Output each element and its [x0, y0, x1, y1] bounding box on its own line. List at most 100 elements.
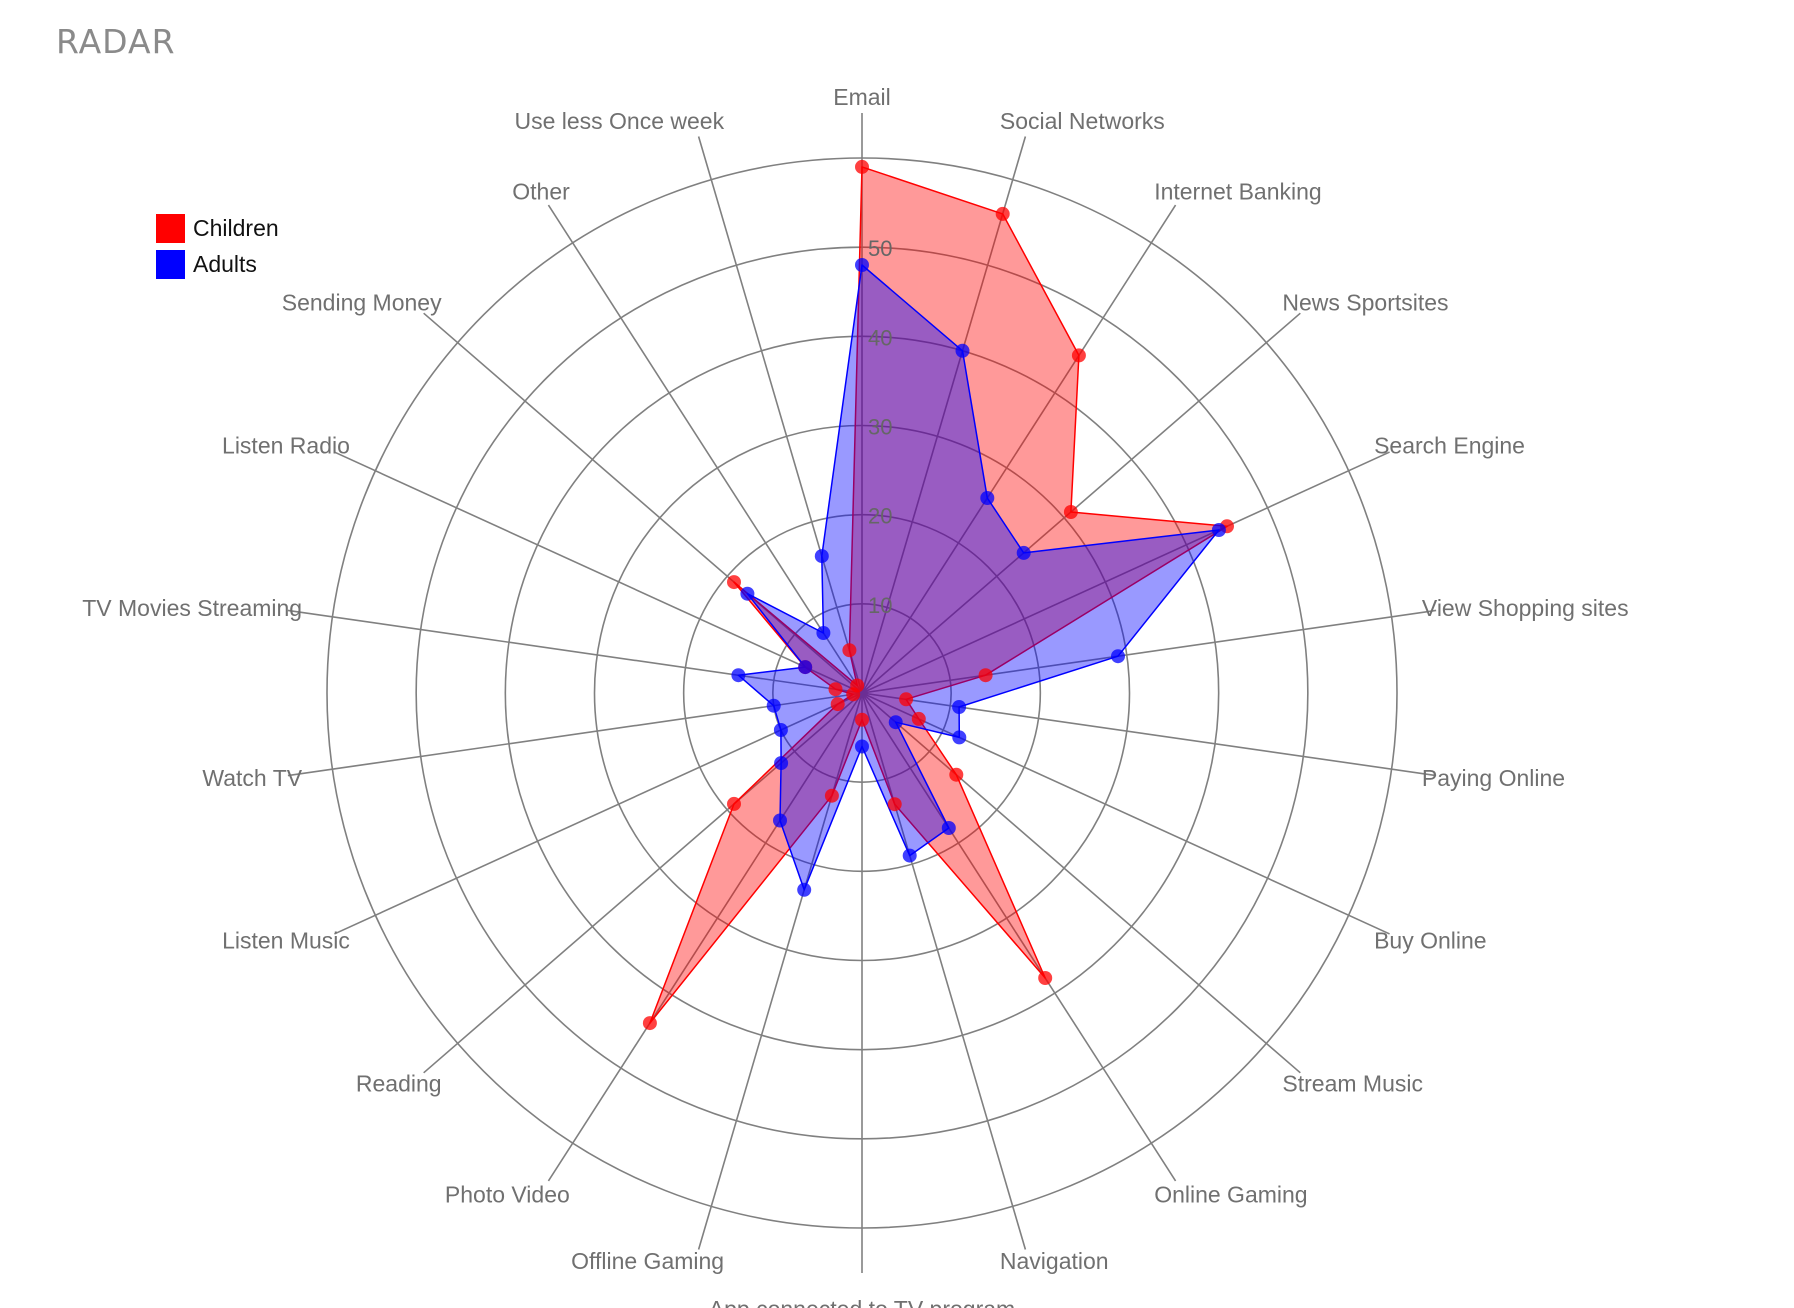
data-point-adults: [773, 723, 788, 737]
axis-labels: Email Social Networks Internet Banking News…: [82, 84, 1628, 1308]
data-point-children: [1063, 505, 1078, 519]
data-point-adults: [814, 549, 829, 564]
axis-label: View Shopping sites: [1422, 595, 1629, 621]
axis-label: App connected to TV program: [709, 1296, 1015, 1308]
data-point-adults: [1111, 649, 1125, 664]
axis-label: Navigation: [1000, 1248, 1109, 1274]
data-point-adults: [1211, 523, 1226, 537]
axis-label: Paying Online: [1422, 765, 1565, 791]
data-point-children: [995, 206, 1010, 221]
data-point-adults: [902, 848, 917, 863]
data-point-adults: [855, 258, 869, 272]
axis-label: Stream Music: [1282, 1070, 1423, 1096]
data-point-children: [899, 692, 914, 707]
spoke-line: [861, 451, 1390, 694]
axis-label: Internet Banking: [1154, 179, 1322, 205]
data-point-adults: [798, 660, 813, 675]
axis-label: News Sportsites: [1282, 290, 1448, 316]
axis-label: Use less Once week: [514, 108, 724, 134]
legend-label-adults: Adults: [193, 250, 257, 277]
data-point-children: [1038, 971, 1053, 985]
data-point-children: [978, 668, 993, 683]
legend-item-children[interactable]: Children: [156, 210, 279, 246]
data-point-adults: [773, 813, 787, 828]
data-point-children: [842, 643, 857, 658]
data-point-children: [727, 575, 741, 590]
data-point-adults: [797, 882, 812, 897]
data-point-children: [830, 697, 845, 712]
legend-swatch-adults: [156, 249, 185, 279]
data-point-children: [828, 682, 843, 697]
axis-label: TV Movies Streaming: [82, 595, 302, 621]
data-point-adults: [980, 491, 995, 505]
axis-label: Listen Music: [222, 928, 350, 954]
page-title: RADAR: [56, 22, 176, 61]
data-point-children: [949, 767, 964, 782]
axis-label: Offline Gaming: [571, 1248, 724, 1274]
spoke-line: [861, 609, 1437, 694]
axis-label: Online Gaming: [1154, 1181, 1307, 1207]
data-point-children: [855, 159, 869, 174]
legend-item-adults[interactable]: Adults: [156, 246, 279, 282]
spoke-line: [547, 204, 863, 694]
axis-label: Email: [833, 84, 891, 110]
data-point-adults: [740, 586, 755, 601]
radial-tick-label: 40: [868, 325, 892, 350]
spoke-line: [287, 609, 863, 694]
axis-label: Reading: [356, 1070, 442, 1096]
data-point-adults: [952, 700, 967, 714]
radial-tick-label: 30: [868, 415, 892, 440]
data-point-adults: [1016, 545, 1031, 560]
spoke-line: [861, 692, 1390, 935]
axis-label: Listen Radio: [222, 432, 350, 458]
data-point-adults: [855, 739, 869, 754]
spoke-line: [423, 312, 863, 694]
spoke-line: [861, 204, 1177, 694]
axis-label: Search Engine: [1374, 432, 1525, 458]
data-point-children: [850, 678, 865, 693]
data-point-adults: [941, 821, 956, 835]
axis-label: Social Networks: [1000, 108, 1165, 134]
data-point-adults: [774, 756, 789, 771]
spoke-line: [861, 692, 1177, 1182]
spoke-line: [334, 692, 863, 935]
spoke-line: [287, 692, 863, 777]
spoke-line: [861, 692, 1027, 1250]
data-point-adults: [766, 698, 781, 713]
data-point-adults: [888, 715, 903, 730]
data-point-children: [911, 711, 926, 726]
radial-tick-label: 50: [868, 236, 892, 261]
legend: Children Adults: [156, 210, 279, 282]
data-point-children: [642, 1016, 657, 1031]
axis-label: Buy Online: [1374, 928, 1487, 954]
spoke-line: [861, 312, 1301, 694]
data-point-children: [727, 796, 741, 811]
radar-spokes: [287, 113, 1437, 1273]
spoke-line: [861, 692, 1301, 1074]
spoke-line: [861, 136, 1027, 694]
data-point-children: [855, 712, 869, 727]
axis-label: Watch TV: [202, 765, 302, 791]
data-point-children: [824, 788, 839, 803]
legend-swatch-children: [156, 213, 185, 243]
legend-label-children: Children: [193, 214, 279, 241]
radar-series: [642, 159, 1234, 1031]
axis-label: Other: [512, 179, 570, 205]
spoke-line: [697, 136, 863, 694]
radial-tick-label: 10: [868, 593, 892, 618]
spoke-line: [547, 692, 863, 1182]
radial-tick-label: 20: [868, 504, 892, 529]
data-point-adults: [952, 730, 967, 745]
data-point-adults: [955, 343, 970, 358]
spoke-line: [334, 451, 863, 694]
data-point-adults: [816, 626, 831, 640]
data-point-children: [887, 797, 902, 812]
data-point-children: [1071, 348, 1086, 363]
axis-label: Sending Money: [282, 290, 442, 316]
axis-label: Photo Video: [445, 1181, 570, 1207]
data-point-adults: [731, 668, 746, 683]
spoke-line: [697, 692, 863, 1250]
spoke-line: [423, 692, 863, 1074]
radial-tick-labels: 10 20 30 40 50: [868, 236, 892, 618]
